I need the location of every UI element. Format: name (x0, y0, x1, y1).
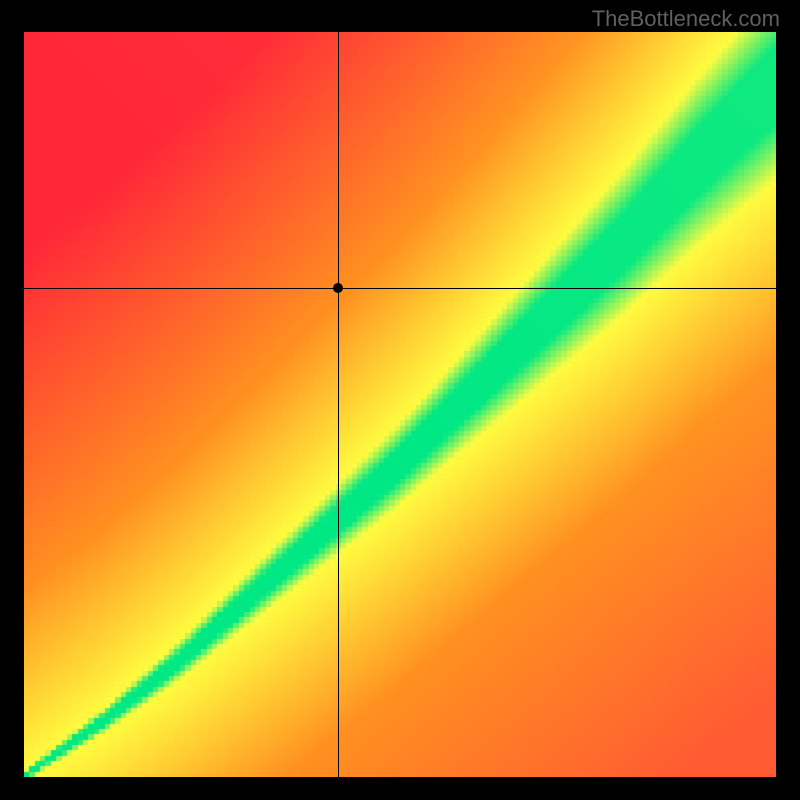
watermark-text: TheBottleneck.com (592, 6, 780, 32)
heatmap-canvas (24, 32, 776, 777)
crosshair-vertical (338, 32, 339, 777)
crosshair-marker (333, 283, 343, 293)
heatmap-plot-area (24, 32, 776, 777)
crosshair-horizontal (24, 288, 776, 289)
